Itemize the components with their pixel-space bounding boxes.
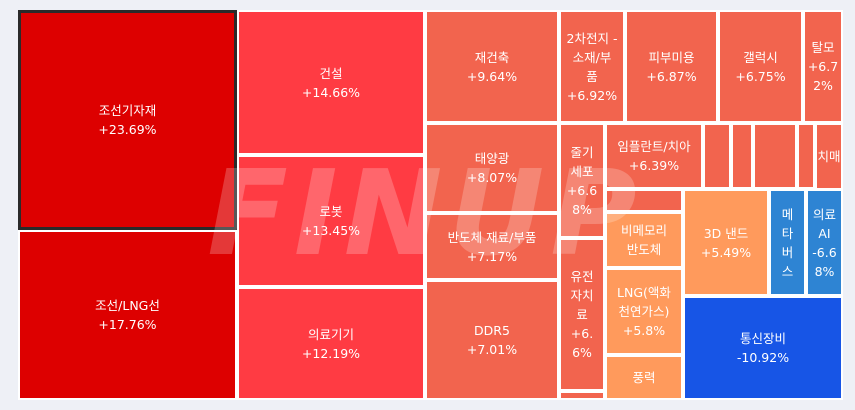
tile-label: 조선기자재 bbox=[98, 103, 157, 118]
treemap-tile[interactable] bbox=[559, 391, 605, 400]
tile-label: 건설 bbox=[319, 65, 343, 81]
treemap-tile[interactable]: 로봇 +13.45% bbox=[237, 155, 425, 287]
tile-label: 갤럭시 bbox=[743, 49, 778, 65]
tile-label: 유전 자치 료 bbox=[570, 269, 594, 322]
tile-change: +17.76% bbox=[98, 317, 157, 332]
treemap-tile[interactable]: 메 타 버 스 bbox=[769, 189, 806, 296]
treemap-tile[interactable] bbox=[731, 123, 753, 189]
tile-label: 통신장비 bbox=[739, 331, 786, 346]
tile-change: +5.8% bbox=[622, 323, 666, 338]
tile-label: 2차전지 - 소재/부 품 bbox=[566, 30, 618, 84]
treemap-tile[interactable]: 의료기기 +12.19% bbox=[237, 287, 425, 400]
treemap-tile[interactable]: 갤럭시 +6.75% bbox=[718, 10, 803, 123]
tile-change: +6.7 2% bbox=[807, 59, 839, 93]
treemap-tile[interactable]: 유전 자치 료 +6. 6% bbox=[559, 238, 605, 391]
tile-label: 3D 낸드 bbox=[703, 225, 749, 241]
tile-label: 로봇 bbox=[319, 204, 343, 219]
tile-label: 풍력 bbox=[632, 370, 656, 385]
treemap-tile[interactable]: 반도체 재료/부품 +7.17% bbox=[425, 213, 559, 280]
treemap-tile[interactable]: 조선기자재 +23.69% bbox=[18, 10, 237, 230]
treemap-tile[interactable] bbox=[703, 123, 731, 189]
treemap-tile[interactable]: 건설 +14.66% bbox=[237, 10, 425, 155]
treemap-tile[interactable]: 태양광 +8.07% bbox=[425, 123, 559, 213]
tile-change: +6.39% bbox=[628, 158, 680, 173]
tile-change: +6.87% bbox=[646, 68, 697, 84]
tile-label: 메 타 버 스 bbox=[781, 206, 794, 279]
tile-label: 의료 AI bbox=[812, 206, 836, 241]
treemap-tile[interactable]: 치매 bbox=[815, 123, 843, 190]
treemap-tile[interactable]: 재건축 +9.64% bbox=[425, 10, 559, 123]
treemap-tile[interactable] bbox=[753, 123, 797, 189]
tile-change: +13.45% bbox=[301, 223, 361, 238]
tile-label: 치매 bbox=[817, 149, 841, 164]
treemap-tile[interactable]: 3D 낸드 +5.49% bbox=[683, 189, 769, 296]
tile-label: 의료기기 bbox=[307, 326, 354, 342]
tile-label: LNG(액화 천연가스) bbox=[617, 285, 671, 319]
treemap-tile[interactable]: 피부미용 +6.87% bbox=[625, 10, 718, 123]
treemap-tile[interactable] bbox=[605, 189, 683, 212]
tile-change: +7.01% bbox=[466, 342, 518, 357]
tile-change: +23.69% bbox=[98, 122, 157, 137]
treemap-tile[interactable] bbox=[797, 123, 815, 189]
treemap-tile[interactable]: 풍력 bbox=[605, 355, 683, 400]
treemap-tile[interactable]: 2차전지 - 소재/부 품 +6.92% bbox=[559, 10, 625, 123]
treemap-tile[interactable]: 임플란트/치아 +6.39% bbox=[605, 123, 703, 189]
tile-change: +6. 6% bbox=[570, 326, 594, 360]
treemap-tile[interactable]: 의료 AI -6.6 8% bbox=[806, 189, 843, 296]
tile-label: 임플란트/치아 bbox=[617, 139, 691, 154]
treemap-tile[interactable]: 조선/LNG선 +17.76% bbox=[18, 230, 237, 400]
tile-label: 탈모 bbox=[811, 40, 835, 55]
tile-label: 태양광 bbox=[474, 151, 510, 166]
tile-change: +6.75% bbox=[735, 68, 786, 84]
treemap-tile[interactable]: 줄기 세포 +6.6 8% bbox=[559, 123, 605, 238]
tile-change: +14.66% bbox=[301, 84, 361, 100]
tile-change: +5.49% bbox=[700, 244, 752, 260]
tile-change: +7.17% bbox=[466, 248, 518, 264]
tile-label: 피부미용 bbox=[648, 49, 695, 65]
tile-change: -6.6 8% bbox=[812, 244, 837, 279]
treemap-tile[interactable]: 비메모리 반도체 bbox=[605, 212, 683, 268]
treemap-tile[interactable]: 탈모 +6.7 2% bbox=[803, 10, 843, 123]
tile-label: 재건축 bbox=[474, 49, 510, 65]
treemap-tile[interactable]: LNG(액화 천연가스) +5.8% bbox=[605, 268, 683, 355]
tile-change: -10.92% bbox=[736, 350, 790, 365]
tile-label: 조선/LNG선 bbox=[95, 298, 160, 313]
tile-change: +6.6 8% bbox=[566, 182, 598, 217]
tile-change: +12.19% bbox=[301, 345, 361, 361]
tile-change: +9.64% bbox=[466, 68, 518, 84]
tile-change: +6.92% bbox=[566, 87, 618, 103]
treemap-tile[interactable]: 통신장비 -10.92% bbox=[683, 296, 843, 400]
tile-label: 반도체 재료/부품 bbox=[447, 229, 537, 245]
tile-label: DDR5 bbox=[474, 323, 510, 338]
tile-label: 비메모리 반도체 bbox=[620, 223, 667, 257]
tile-label: 줄기 세포 bbox=[570, 144, 594, 179]
treemap-tile[interactable]: DDR5 +7.01% bbox=[425, 280, 559, 400]
tile-change: +8.07% bbox=[466, 170, 518, 185]
